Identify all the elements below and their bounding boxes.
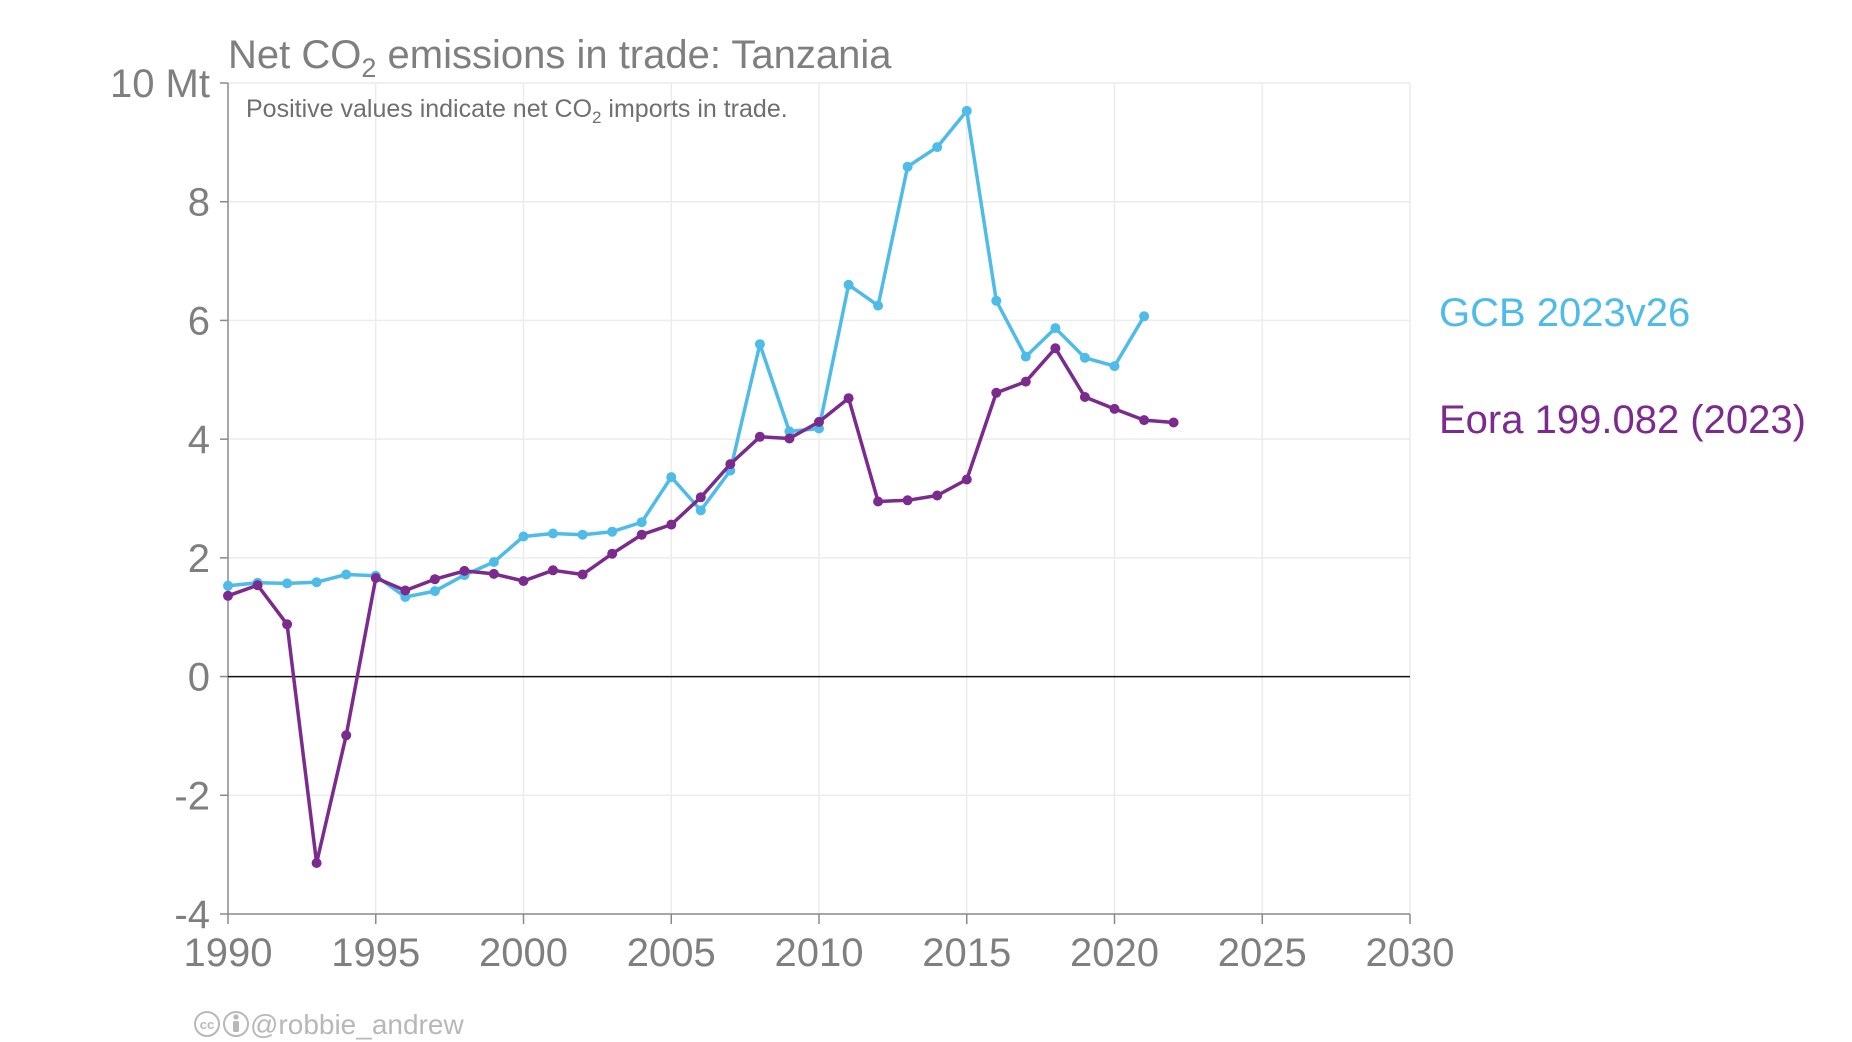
data-point xyxy=(370,573,381,583)
data-point xyxy=(784,433,795,444)
grid xyxy=(228,82,1411,914)
data-point xyxy=(518,531,529,542)
data-point xyxy=(666,519,677,530)
data-point xyxy=(695,505,706,516)
data-point xyxy=(1050,343,1061,354)
data-point xyxy=(400,585,411,596)
series-line-0 xyxy=(227,109,1146,599)
data-point xyxy=(252,580,263,591)
data-point xyxy=(341,730,352,741)
data-point xyxy=(311,577,322,588)
data-point xyxy=(873,300,884,311)
x-tick-label: 2010 xyxy=(775,931,864,975)
credit: cc @robbie_andrew xyxy=(194,1009,464,1040)
svg-text:cc: cc xyxy=(200,1017,214,1032)
cc-license-icon: cc xyxy=(194,1011,220,1037)
y-tick-label: 8 xyxy=(188,181,210,225)
data-point xyxy=(429,586,440,597)
series-layer xyxy=(223,105,1179,868)
data-point xyxy=(991,295,1002,306)
y-tick-label: 0 xyxy=(188,656,210,700)
series-line-1 xyxy=(227,346,1174,865)
y-tick-label: 6 xyxy=(188,299,210,343)
data-point xyxy=(961,105,972,116)
x-tick-label: 2025 xyxy=(1218,931,1307,975)
data-point xyxy=(843,279,854,290)
chart-subtitle-suffix: imports in trade. xyxy=(601,95,787,123)
chart-title-sub: 2 xyxy=(361,53,376,83)
y-tick-label: 4 xyxy=(188,418,210,462)
y-tick-label: -2 xyxy=(174,774,210,818)
data-point xyxy=(548,528,558,539)
data-point xyxy=(902,161,913,172)
data-point xyxy=(725,459,736,470)
data-point xyxy=(814,416,824,427)
data-point xyxy=(518,576,529,586)
data-point xyxy=(311,858,322,868)
chart-subtitle-prefix: Positive values indicate net CO xyxy=(246,95,592,123)
data-point xyxy=(902,495,913,506)
data-point xyxy=(843,393,854,404)
series-label-eora: Eora 199.082 (2023) xyxy=(1439,398,1806,442)
data-point xyxy=(754,431,765,442)
chart-subtitle-sub: 2 xyxy=(592,108,601,127)
data-point xyxy=(1079,352,1090,363)
data-point xyxy=(932,490,943,501)
data-point xyxy=(282,619,293,630)
data-point xyxy=(548,565,558,576)
data-point xyxy=(636,517,647,528)
data-point xyxy=(991,387,1002,398)
data-point xyxy=(607,526,618,537)
data-point xyxy=(961,474,972,485)
x-tick-label: 1995 xyxy=(331,931,420,975)
y-tick-label: -4 xyxy=(174,893,210,937)
data-point xyxy=(488,568,499,579)
data-point xyxy=(784,426,795,437)
data-point xyxy=(1020,376,1031,387)
attribution-icon xyxy=(223,1011,249,1037)
data-point xyxy=(1139,415,1150,426)
data-point xyxy=(223,590,233,601)
data-point xyxy=(459,565,470,576)
data-point xyxy=(666,472,677,483)
data-point xyxy=(1109,403,1120,414)
y-tick-label: 10 Mt xyxy=(110,62,210,106)
y-tick-label: 2 xyxy=(188,537,210,581)
data-point xyxy=(577,529,588,540)
data-point xyxy=(1109,361,1120,372)
data-point xyxy=(754,339,765,350)
credit-handle: @robbie_andrew xyxy=(250,1009,464,1040)
data-point xyxy=(636,529,647,540)
data-point xyxy=(341,569,352,580)
data-point xyxy=(1168,417,1179,428)
series-1 xyxy=(223,343,1179,868)
data-point xyxy=(873,496,884,507)
data-point xyxy=(932,142,943,153)
data-point xyxy=(1139,311,1150,322)
data-point xyxy=(223,580,233,591)
x-tick-label: 2015 xyxy=(922,931,1011,975)
data-point xyxy=(1020,351,1031,362)
chart-title: Net CO2 emissions in trade: Tanzania xyxy=(228,33,892,83)
x-tick-label: 2000 xyxy=(479,931,568,975)
chart-subtitle: Positive values indicate net CO2 imports… xyxy=(246,95,788,127)
data-point xyxy=(488,557,499,567)
data-point xyxy=(1050,323,1061,334)
chart-title-prefix: Net CO xyxy=(228,33,361,77)
data-point xyxy=(607,548,618,559)
data-point xyxy=(577,569,588,580)
chart-title-suffix: emissions in trade: Tanzania xyxy=(376,33,892,77)
x-tick-label: 2020 xyxy=(1070,931,1159,975)
data-point xyxy=(1079,392,1090,402)
x-tick-label: 1990 xyxy=(184,931,273,975)
series-label-gcb: GCB 2023v26 xyxy=(1439,291,1690,335)
x-tick-label: 2030 xyxy=(1366,931,1455,975)
data-point xyxy=(282,578,293,589)
series-0 xyxy=(223,105,1150,602)
x-tick-label: 2005 xyxy=(627,931,716,975)
data-point xyxy=(429,574,440,585)
data-point xyxy=(695,492,706,503)
